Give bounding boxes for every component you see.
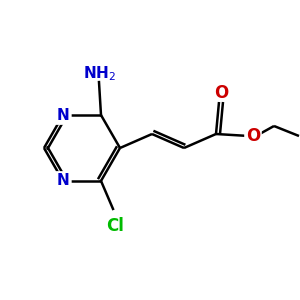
Text: O: O bbox=[246, 127, 260, 145]
Text: O: O bbox=[214, 84, 228, 102]
Text: N: N bbox=[57, 173, 69, 188]
Text: NH$_2$: NH$_2$ bbox=[82, 65, 116, 83]
Text: N: N bbox=[57, 108, 69, 123]
Text: Cl: Cl bbox=[106, 217, 124, 235]
